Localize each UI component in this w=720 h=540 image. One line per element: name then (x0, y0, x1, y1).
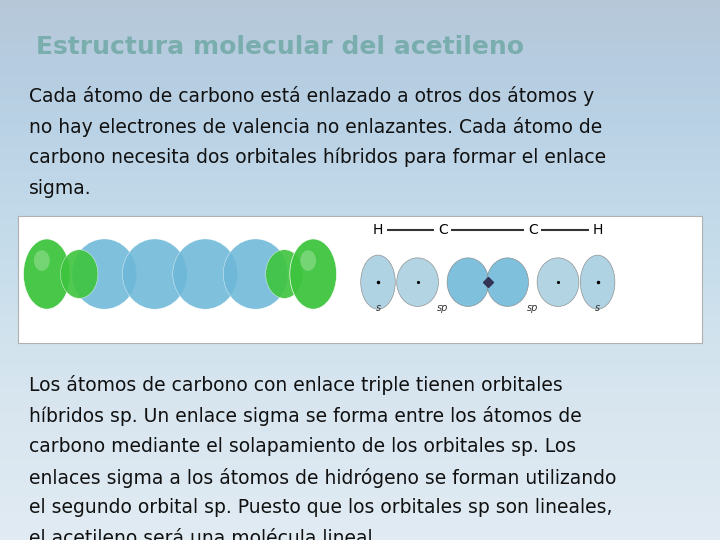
Text: C: C (528, 222, 538, 237)
Ellipse shape (223, 239, 288, 309)
Text: sp: sp (527, 302, 539, 313)
Text: H: H (373, 222, 383, 237)
Text: Cada átomo de carbono está enlazado a otros dos átomos y: Cada átomo de carbono está enlazado a ot… (29, 86, 594, 106)
Ellipse shape (34, 251, 50, 271)
Text: s: s (375, 302, 381, 313)
Text: carbono necesita dos orbitales híbridos para formar el enlace: carbono necesita dos orbitales híbridos … (29, 148, 606, 167)
Ellipse shape (23, 239, 71, 309)
Ellipse shape (266, 249, 303, 298)
Ellipse shape (580, 255, 615, 309)
FancyBboxPatch shape (18, 216, 702, 343)
Ellipse shape (397, 258, 438, 307)
Text: s: s (595, 302, 600, 313)
Text: no hay electrones de valencia no enlazantes. Cada átomo de: no hay electrones de valencia no enlazan… (29, 117, 602, 137)
Ellipse shape (361, 255, 395, 309)
Ellipse shape (300, 251, 316, 271)
Text: H: H (593, 222, 603, 237)
Text: Estructura molecular del acetileno: Estructura molecular del acetileno (36, 35, 524, 59)
Ellipse shape (537, 258, 579, 307)
Ellipse shape (60, 249, 98, 298)
Text: el acetileno será una molécula lineal.: el acetileno será una molécula lineal. (29, 529, 378, 540)
Text: carbono mediante el solapamiento de los orbitales sp. Los: carbono mediante el solapamiento de los … (29, 437, 576, 456)
Text: sp: sp (437, 302, 449, 313)
Text: híbridos sp. Un enlace sigma se forma entre los átomos de: híbridos sp. Un enlace sigma se forma en… (29, 406, 582, 426)
Ellipse shape (487, 258, 528, 307)
Ellipse shape (122, 239, 187, 309)
Ellipse shape (447, 258, 489, 307)
Text: C: C (438, 222, 448, 237)
Text: Los átomos de carbono con enlace triple tienen orbitales: Los átomos de carbono con enlace triple … (29, 375, 562, 395)
Ellipse shape (289, 239, 336, 309)
Ellipse shape (72, 239, 137, 309)
Text: sigma.: sigma. (29, 179, 91, 198)
Text: enlaces sigma a los átomos de hidrógeno se forman utilizando: enlaces sigma a los átomos de hidrógeno … (29, 468, 616, 488)
Text: el segundo orbital sp. Puesto que los orbitales sp son lineales,: el segundo orbital sp. Puesto que los or… (29, 498, 612, 517)
Ellipse shape (173, 239, 238, 309)
